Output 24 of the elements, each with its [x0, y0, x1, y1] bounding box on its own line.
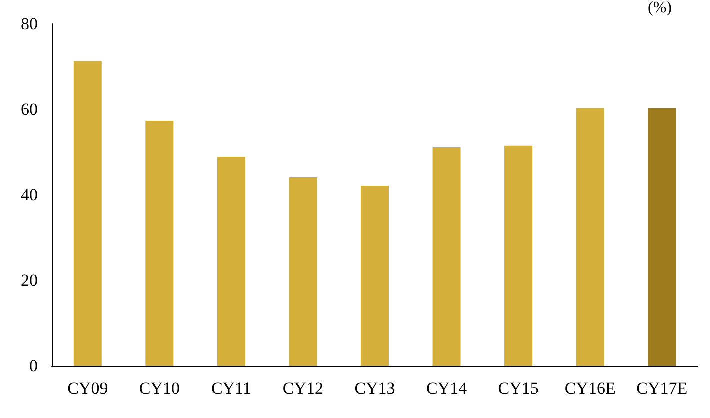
x-tick-label: CY11 — [211, 379, 252, 398]
bar — [146, 121, 174, 366]
bar — [217, 156, 246, 366]
x-tick-label: CY16E — [564, 379, 616, 398]
y-tick-label: 40 — [21, 186, 38, 204]
x-tick-label: CY10 — [139, 379, 180, 398]
y-tick-label: 60 — [21, 100, 38, 119]
y-tick-label: 20 — [21, 271, 38, 290]
y-tick-label: 0 — [30, 356, 38, 376]
x-tick-label: CY17E — [636, 379, 688, 398]
bar — [648, 108, 676, 366]
bar — [576, 108, 604, 366]
x-tick-label: CY12 — [282, 379, 324, 398]
bar — [432, 148, 461, 366]
bar — [74, 61, 102, 366]
y-axis-title: (%) — [648, 0, 672, 16]
bar — [289, 177, 318, 366]
x-tick-label: CY14 — [426, 379, 468, 398]
y-tick-label: 80 — [21, 14, 38, 34]
x-tick-label: CY13 — [354, 379, 396, 398]
bar — [361, 186, 389, 366]
x-tick-label: CY15 — [498, 379, 539, 398]
x-tick-label: CY09 — [68, 379, 108, 398]
bar — [504, 146, 533, 366]
